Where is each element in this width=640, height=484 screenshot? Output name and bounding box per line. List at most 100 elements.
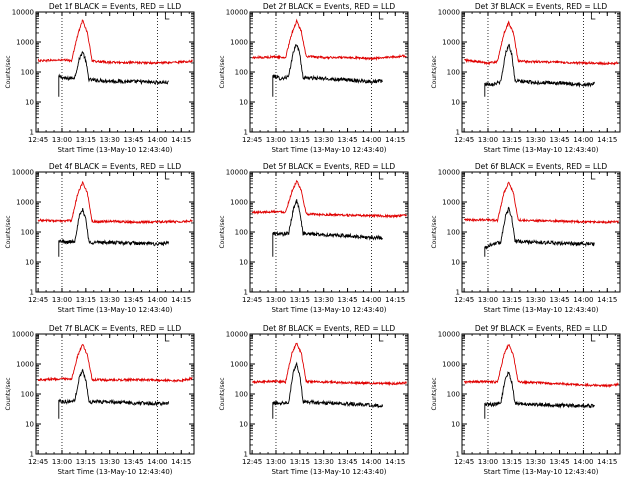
plot-frame bbox=[35, 11, 195, 133]
y-tick-label: 10 bbox=[239, 421, 248, 429]
panel-title: Det 4f BLACK = Events, RED = LLD bbox=[49, 162, 182, 171]
y-tick-label: 10 bbox=[451, 259, 460, 267]
y-tick-label: 100 bbox=[447, 229, 460, 237]
events-series-line bbox=[484, 206, 595, 257]
panel-det-6: Det 6f BLACK = Events, RED = LLD Counts/s… bbox=[431, 162, 621, 314]
x-tick-label: 14:00 bbox=[573, 458, 593, 466]
y-tick-label: 10000 bbox=[226, 169, 248, 177]
panel-title: Det 5f BLACK = Events, RED = LLD bbox=[263, 162, 396, 171]
y-tick-label: 1 bbox=[456, 451, 460, 459]
x-axis-label: Start Time (13-May-10 12:43:40) bbox=[57, 468, 172, 476]
x-tick-label: 13:00 bbox=[266, 296, 286, 304]
y-tick-label: 100 bbox=[235, 69, 248, 77]
x-tick-label: 14:15 bbox=[597, 296, 617, 304]
interval-bracket bbox=[378, 12, 384, 20]
y-axis-label: Counts/sec bbox=[431, 215, 438, 248]
panel-det-7: Det 7f BLACK = Events, RED = LLD Counts/s… bbox=[5, 324, 195, 476]
interval-bracket bbox=[164, 334, 170, 342]
plot-frame bbox=[249, 171, 409, 293]
x-axis-label: Start Time (13-May-10 12:43:40) bbox=[271, 306, 386, 314]
y-tick-label: 1000 bbox=[230, 199, 248, 207]
x-tick-label: 14:00 bbox=[361, 458, 381, 466]
x-tick-label: 13:00 bbox=[478, 458, 498, 466]
x-tick-label: 14:15 bbox=[597, 136, 617, 144]
x-axis-label: Start Time (13-May-10 12:43:40) bbox=[483, 146, 598, 154]
y-tick-label: 100 bbox=[447, 391, 460, 399]
x-tick-label: 12:45 bbox=[454, 136, 474, 144]
y-axis-label: Counts/sec bbox=[219, 377, 226, 410]
x-tick-label: 14:00 bbox=[573, 296, 593, 304]
y-tick-label: 10000 bbox=[226, 9, 248, 17]
x-tick-label: 13:45 bbox=[337, 296, 357, 304]
lld-series-line bbox=[37, 180, 193, 225]
x-axis-label: Start Time (13-May-10 12:43:40) bbox=[271, 146, 386, 154]
y-tick-label: 100 bbox=[21, 69, 34, 77]
y-axis-label: Counts/sec bbox=[431, 55, 438, 88]
events-series-line bbox=[272, 43, 383, 97]
y-tick-label: 1 bbox=[456, 289, 460, 297]
interval-bracket bbox=[164, 172, 170, 180]
y-axis-label: Counts/sec bbox=[5, 215, 12, 248]
x-tick-label: 13:15 bbox=[502, 458, 522, 466]
y-tick-label: 10000 bbox=[12, 331, 34, 339]
x-tick-label: 13:45 bbox=[549, 458, 569, 466]
x-tick-label: 13:45 bbox=[337, 136, 357, 144]
x-tick-label: 13:15 bbox=[290, 458, 310, 466]
y-tick-label: 10 bbox=[451, 99, 460, 107]
x-axis-label: Start Time (13-May-10 12:43:40) bbox=[57, 146, 172, 154]
plot-frame bbox=[461, 333, 621, 455]
panel-title: Det 1f BLACK = Events, RED = LLD bbox=[49, 2, 182, 11]
events-series-line bbox=[58, 368, 170, 419]
x-tick-label: 14:00 bbox=[361, 136, 381, 144]
y-tick-label: 10 bbox=[239, 259, 248, 267]
y-tick-label: 10000 bbox=[438, 169, 460, 177]
x-tick-label: 12:45 bbox=[28, 136, 48, 144]
x-tick-label: 13:00 bbox=[52, 136, 72, 144]
plot-frame bbox=[35, 171, 195, 293]
y-tick-label: 10000 bbox=[226, 331, 248, 339]
x-tick-label: 13:00 bbox=[266, 458, 286, 466]
events-series-line bbox=[484, 43, 596, 97]
x-tick-label: 13:15 bbox=[290, 296, 310, 304]
lld-series-line bbox=[251, 179, 407, 219]
y-tick-label: 1000 bbox=[230, 361, 248, 369]
x-tick-label: 13:30 bbox=[100, 458, 120, 466]
x-tick-label: 12:45 bbox=[454, 458, 474, 466]
y-tick-label: 10 bbox=[25, 99, 34, 107]
panel-det-8: Det 8f BLACK = Events, RED = LLD Counts/s… bbox=[219, 324, 409, 476]
y-tick-label: 10 bbox=[25, 421, 34, 429]
lld-series-line bbox=[37, 18, 193, 66]
x-tick-label: 14:00 bbox=[361, 296, 381, 304]
x-tick-label: 13:30 bbox=[526, 296, 546, 304]
x-tick-label: 13:30 bbox=[100, 296, 120, 304]
x-tick-label: 13:15 bbox=[502, 296, 522, 304]
x-tick-label: 13:15 bbox=[76, 458, 96, 466]
y-tick-label: 1 bbox=[456, 129, 460, 137]
lld-series-line bbox=[463, 181, 619, 225]
x-tick-label: 13:30 bbox=[314, 136, 334, 144]
x-tick-label: 13:00 bbox=[266, 136, 286, 144]
y-tick-label: 1000 bbox=[442, 361, 460, 369]
y-tick-label: 100 bbox=[235, 391, 248, 399]
x-tick-label: 13:30 bbox=[100, 136, 120, 144]
y-tick-label: 1000 bbox=[16, 199, 34, 207]
x-tick-label: 13:30 bbox=[526, 458, 546, 466]
y-tick-label: 100 bbox=[447, 69, 460, 77]
y-tick-label: 10 bbox=[451, 421, 460, 429]
events-series-line bbox=[272, 361, 384, 419]
y-tick-label: 10000 bbox=[12, 169, 34, 177]
interval-bracket bbox=[590, 12, 596, 20]
y-tick-label: 10000 bbox=[438, 9, 460, 17]
panel-det-9: Det 9f BLACK = Events, RED = LLD Counts/s… bbox=[431, 324, 621, 476]
x-tick-label: 14:00 bbox=[573, 136, 593, 144]
events-series-line bbox=[58, 208, 170, 257]
plot-frame bbox=[35, 333, 195, 455]
x-tick-label: 13:15 bbox=[76, 296, 96, 304]
y-tick-label: 10 bbox=[239, 99, 248, 107]
x-tick-label: 14:00 bbox=[147, 296, 167, 304]
events-series-line bbox=[272, 199, 383, 257]
x-axis-label: Start Time (13-May-10 12:43:40) bbox=[483, 306, 598, 314]
y-tick-label: 1000 bbox=[442, 199, 460, 207]
plot-frame bbox=[249, 11, 409, 133]
